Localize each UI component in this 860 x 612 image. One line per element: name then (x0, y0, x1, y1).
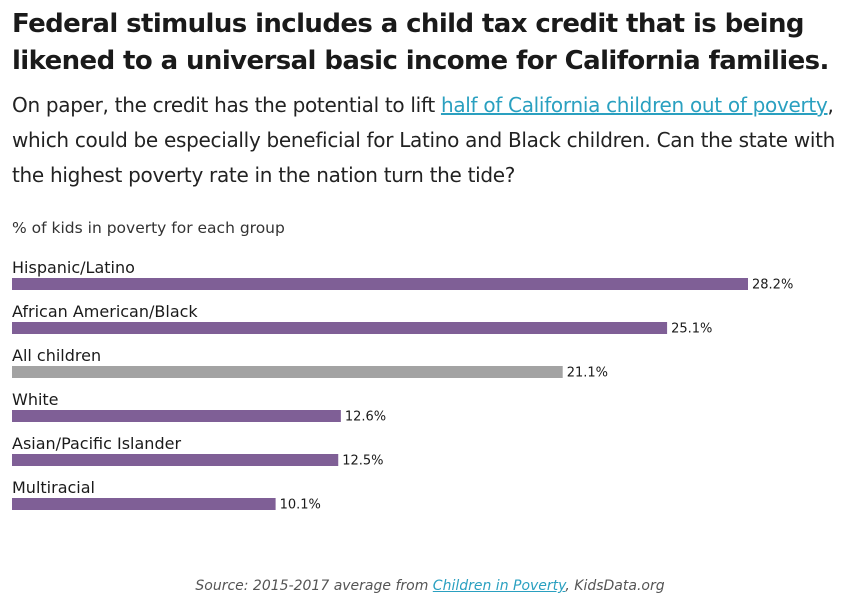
subtitle-text-after: , which could be especially beneficial f… (12, 93, 836, 187)
source-prefix: Source: 2015-2017 average from (195, 578, 433, 594)
value-label-all-children: 21.1% (567, 366, 608, 381)
chart-axis-label: % of kids in poverty for each group (12, 219, 285, 237)
chart-title: Federal stimulus includes a child tax cr… (12, 9, 829, 76)
bar-chart: Hispanic/Latino 28.2% African American/Bla… (12, 258, 793, 513)
bar-african-american-black (12, 322, 668, 334)
value-label-multiracial: 10.1% (280, 498, 321, 513)
category-label-asian-pacific-islander: Asian/Pacific Islander (12, 434, 181, 453)
category-label-white: White (12, 390, 59, 409)
source-suffix: , KidsData.org (565, 578, 665, 594)
category-label-hispanic-latino: Hispanic/Latino (12, 258, 135, 277)
category-label-multiracial: Multiracial (12, 478, 95, 497)
source-note: Source: 2015-2017 average from Children … (0, 578, 860, 594)
poverty-report-link[interactable]: half of California children out of pover… (440, 93, 828, 117)
subtitle-text-before: On paper, the credit has the potential t… (12, 93, 441, 117)
value-label-african-american-black: 25.1% (671, 322, 712, 337)
bar-white (12, 410, 341, 422)
bar-hispanic-latino (12, 278, 748, 290)
category-label-african-american-black: African American/Black (12, 302, 198, 321)
value-label-hispanic-latino: 28.2% (752, 278, 793, 293)
bar-all-children (12, 366, 563, 378)
value-label-white: 12.6% (345, 410, 386, 425)
category-label-all-children: All children (12, 346, 101, 365)
source-link[interactable]: Children in Poverty (432, 578, 566, 594)
bar-asian-pacific-islander (12, 454, 339, 466)
value-label-asian-pacific-islander: 12.5% (342, 454, 383, 469)
chart-subtitle: On paper, the credit has the potential t… (12, 88, 852, 193)
bar-multiracial (12, 498, 276, 510)
